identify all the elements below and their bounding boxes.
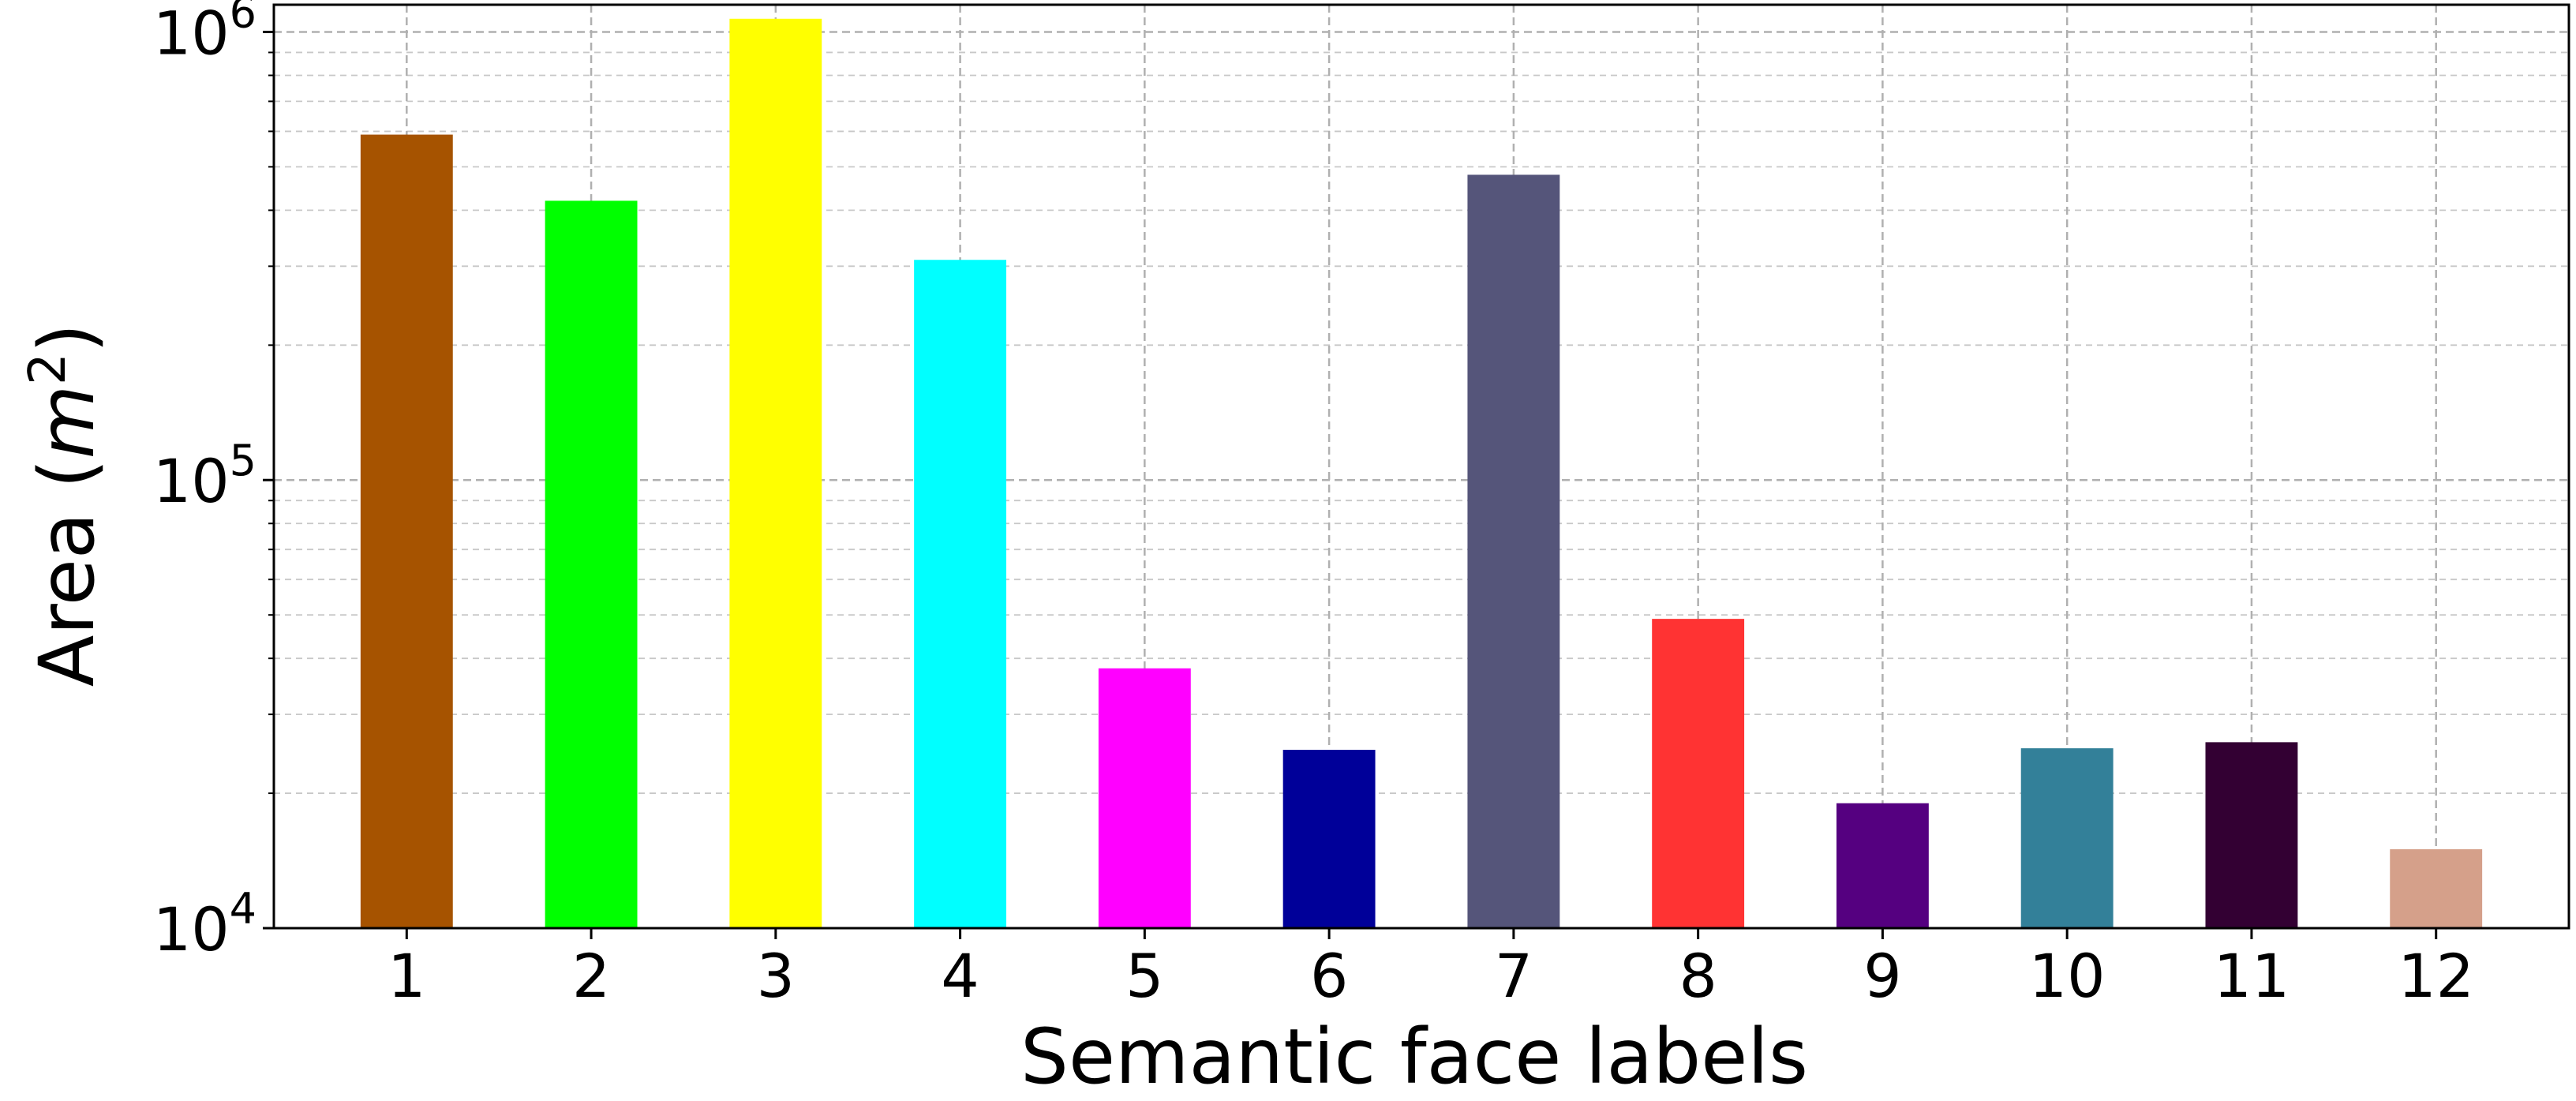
bar-6	[1282, 750, 1376, 928]
x-tick-label: 12	[2398, 941, 2474, 1011]
y-tick-label-exp: 4	[230, 884, 256, 934]
bar-2	[545, 200, 638, 929]
y-axis-label-prefix: Area (	[23, 459, 111, 687]
x-tick-label: 10	[2029, 941, 2106, 1011]
bar-8	[1652, 619, 1745, 928]
bar-7	[1467, 174, 1560, 929]
grid-lines	[274, 5, 2569, 930]
y-axis-label-suffix: )	[23, 324, 111, 353]
y-tick-label: 104	[153, 884, 256, 964]
y-axis-label-exp: 2	[19, 353, 77, 385]
bar-1	[360, 134, 453, 928]
plot-frame	[272, 3, 2570, 930]
y-tick-label-base: 10	[153, 0, 230, 68]
y-tick-label-base: 10	[153, 894, 230, 964]
y-axis-label-var: m	[23, 385, 111, 459]
x-tick-label: 5	[1125, 941, 1163, 1011]
bar-11	[2205, 742, 2298, 928]
x-tick-label: 8	[1679, 941, 1717, 1011]
x-axis-ticks: 1 2 3 4 5 6 7 8 9 10 11 12	[388, 928, 2474, 1011]
x-tick-label: 2	[572, 941, 610, 1011]
bar-10	[2020, 748, 2114, 928]
x-tick-label: 7	[1495, 941, 1533, 1011]
bar-9	[1836, 803, 1929, 928]
bar-3	[729, 18, 822, 928]
x-tick-label: 6	[1310, 941, 1348, 1011]
x-tick-label: 1	[388, 941, 425, 1011]
y-tick-label: 106	[153, 0, 256, 68]
y-tick-label: 105	[153, 436, 256, 516]
bar-5	[1098, 668, 1191, 928]
x-tick-label: 11	[2214, 941, 2290, 1011]
bar-12	[2390, 849, 2483, 928]
y-tick-label-base: 10	[153, 446, 230, 516]
bars	[360, 18, 2483, 929]
x-tick-label: 9	[1863, 941, 1901, 1011]
x-axis-label: Semantic face labels	[1020, 1013, 1808, 1101]
y-tick-label-exp: 6	[230, 0, 256, 37]
y-axis-label: Area (m2)	[19, 324, 111, 687]
x-tick-label: 3	[757, 941, 795, 1011]
x-tick-label: 4	[941, 941, 979, 1011]
y-tick-label-exp: 5	[230, 436, 256, 485]
bar-4	[914, 260, 1007, 928]
